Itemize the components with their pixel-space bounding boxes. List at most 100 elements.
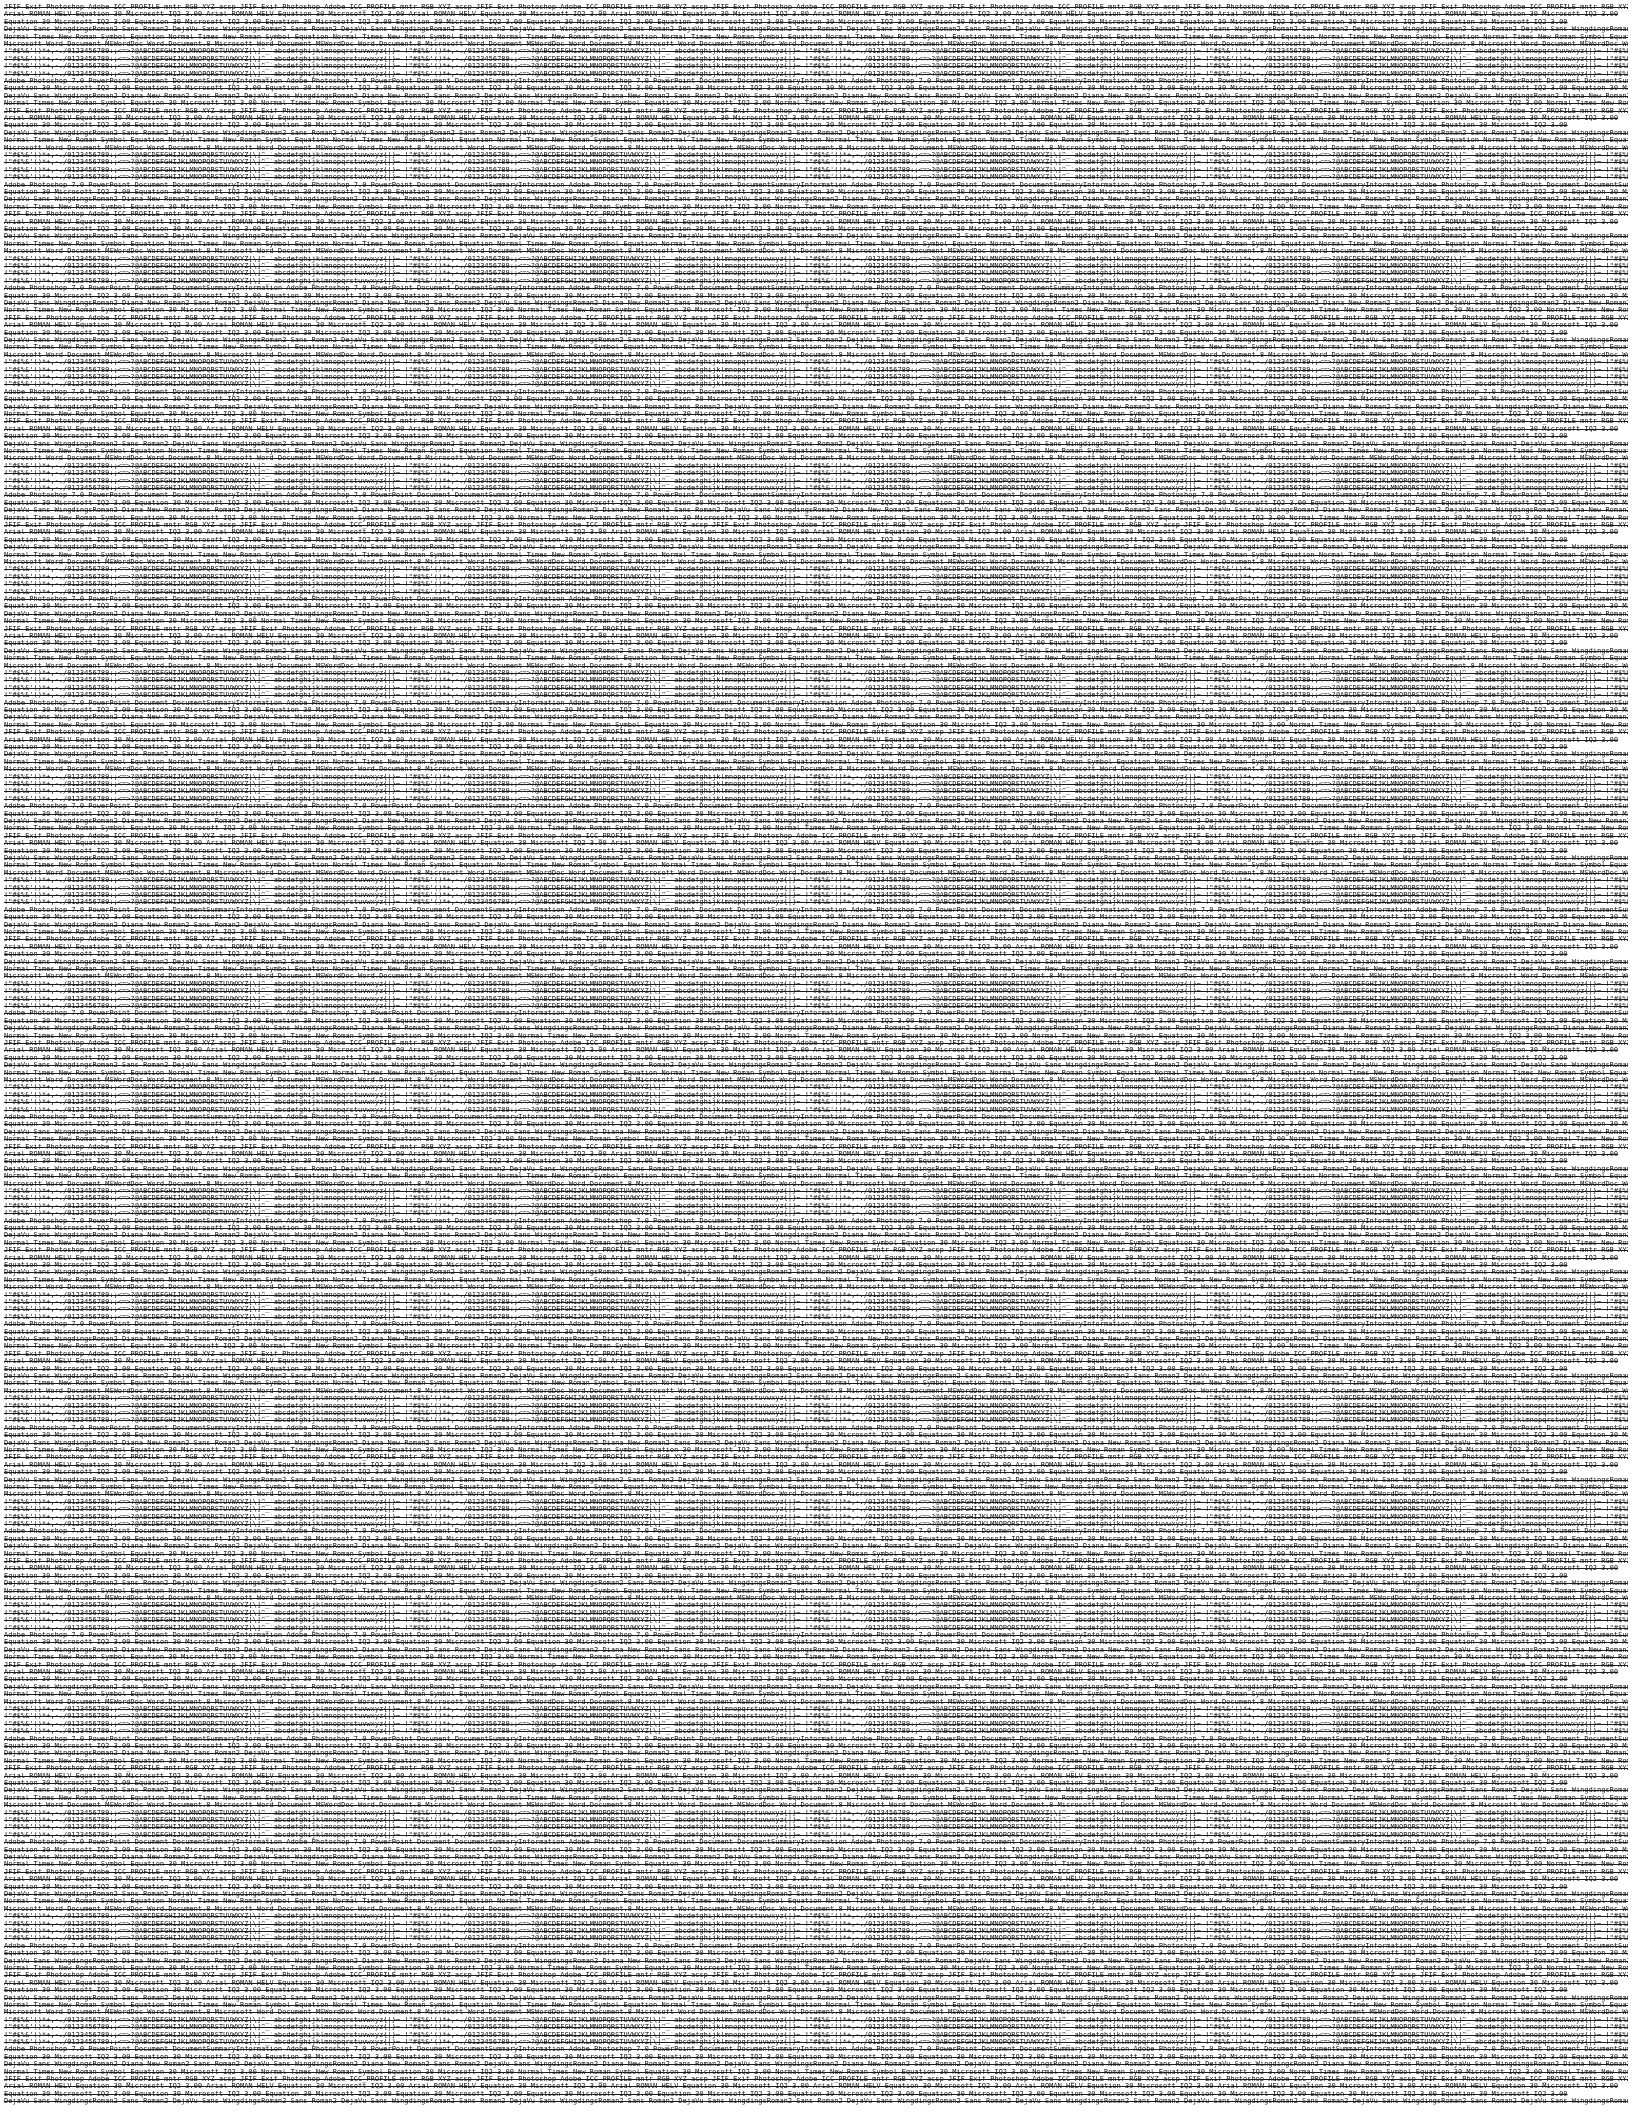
text-line: Equation 30 Microsoft IQ2 3.00 Equation …: [4, 640, 1568, 648]
text-line: !"#$%&'()*+,-./0123456789:;<=>?@ABCDEFGH…: [4, 980, 1628, 988]
text-line: !"#$%&'()*+,-./0123456789:;<=>?@ABCDEFGH…: [4, 277, 1628, 285]
text-line: Arial ROMAN HELV Equation 30 Microsoft I…: [4, 1979, 1619, 1987]
text-line: !"#$%&'()*+,-./0123456789:;<=>?@ABCDEFGH…: [4, 152, 1628, 159]
text-line: !"#$%&'()*+,-./0123456789:;<=>?@ABCDEFGH…: [4, 381, 1628, 389]
text-line: DejaVu Sans WingdingsRoman2 Diana New Ro…: [4, 1750, 1628, 1758]
text-line: !"#$%&'()*+,-./0123456789:;<=>?@ABCDEFGH…: [4, 1210, 1628, 1218]
text-line: DejaVu Sans WingdingsRoman2 Diana New Ro…: [4, 196, 1628, 204]
text-line: !"#$%&'()*+,-./0123456789:;<=>?@ABCDEFGH…: [4, 1521, 1628, 1528]
text-line: !"#$%&'()*+,-./0123456789:;<=>?@ABCDEFGH…: [4, 55, 1628, 63]
text-line: !"#$%&'()*+,-./0123456789:;<=>?@ABCDEFGH…: [4, 374, 1628, 381]
text-line: Equation 30 Microsoft IQ2 3.00 Equation …: [4, 396, 1628, 404]
text-line: !"#$%&'()*+,-./0123456789:;<=>?@ABCDEFGH…: [4, 174, 1628, 182]
text-line: !"#$%&'()*+,-./0123456789:;<=>?@ABCDEFGH…: [4, 1099, 1628, 1107]
text-line: Normal Times New Roman Symbol Equation N…: [4, 1069, 1628, 1077]
text-line: Equation 30 Microsoft IQ2 3.00 Equation …: [4, 1846, 1628, 1854]
text-line: Normal Times New Roman Symbol Equation 3…: [4, 825, 1628, 833]
text-line: Microsoft Word Document MSWordDoc Word.D…: [4, 766, 1628, 774]
text-line: Normal Times New Roman Symbol Equation N…: [4, 240, 1628, 248]
text-line: !"#$%&'()*+,-./0123456789:;<=>?@ABCDEFGH…: [4, 2031, 1628, 2039]
text-line: DejaVu Sans WingdingsRoman2 Sans Roman2 …: [4, 440, 1628, 448]
text-line: Adobe Photoshop 7.0 PowerPoint Document …: [4, 803, 1628, 811]
text-line: Equation 30 Microsoft IQ2 3.00 Equation …: [4, 951, 1568, 959]
text-line: !"#$%&'()*+,-./0123456789:;<=>?@ABCDEFGH…: [4, 1720, 1628, 1728]
text-line: Normal Times New Roman Symbol Equation 3…: [4, 411, 1628, 418]
text-line: Equation 30 Microsoft IQ2 3.00 Equation …: [4, 810, 1628, 818]
text-line: !"#$%&'()*+,-./0123456789:;<=>?@ABCDEFGH…: [4, 1728, 1628, 1736]
text-line: Equation 30 Microsoft IQ2 3.00 Equation …: [4, 433, 1568, 441]
text-line: !"#$%&'()*+,-./0123456789:;<=>?@ABCDEFGH…: [4, 166, 1628, 174]
text-line: DejaVu Sans WingdingsRoman2 Diana New Ro…: [4, 1646, 1628, 1654]
text-line: DejaVu Sans WingdingsRoman2 Sans Roman2 …: [4, 1683, 1628, 1691]
text-line: Normal Times New Roman Symbol Equation N…: [4, 448, 1628, 455]
text-line: Microsoft Word Document MSWordDoc Word.D…: [4, 2009, 1628, 2017]
text-line: !"#$%&'()*+,-./0123456789:;<=>?@ABCDEFGH…: [4, 588, 1628, 596]
text-line: Equation 30 Microsoft IQ2 3.00 Equation …: [4, 1950, 1628, 1958]
text-line: JFIF Exif Photoshop Adobe ICC_PROFILE mn…: [4, 936, 1628, 944]
text-line: !"#$%&'()*+,-./0123456789:;<=>?@ABCDEFGH…: [4, 63, 1628, 71]
text-line: Normal Times New Roman Symbol Equation N…: [4, 551, 1628, 559]
text-line: Normal Times New Roman Symbol Equation 3…: [4, 203, 1628, 211]
text-line: Microsoft Word Document MSWordDoc Word.D…: [4, 455, 1628, 463]
text-line: Arial ROMAN HELV Equation 30 Microsoft I…: [4, 1047, 1619, 1055]
text-line: DejaVu Sans WingdingsRoman2 Diana New Ro…: [4, 1232, 1628, 1240]
text-line: Equation 30 Microsoft IQ2 3.00 Equation …: [4, 1883, 1568, 1891]
text-line: !"#$%&'()*+,-./0123456789:;<=>?@ABCDEFGH…: [4, 270, 1628, 278]
text-line: Adobe Photoshop 7.0 PowerPoint Document …: [4, 1424, 1628, 1432]
text-line: Arial ROMAN HELV Equation 30 Microsoft I…: [4, 633, 1619, 640]
text-line: Arial ROMAN HELV Equation 30 Microsoft I…: [4, 1565, 1619, 1573]
text-line: DejaVu Sans WingdingsRoman2 Sans Roman2 …: [4, 544, 1628, 552]
text-line: DejaVu Sans WingdingsRoman2 Sans Roman2 …: [4, 1891, 1628, 1898]
text-line: DejaVu Sans WingdingsRoman2 Diana New Ro…: [4, 507, 1628, 515]
text-line: !"#$%&'()*+,-./0123456789:;<=>?@ABCDEFGH…: [4, 988, 1628, 996]
text-line: DejaVu Sans WingdingsRoman2 Sans Roman2 …: [4, 233, 1628, 241]
text-line: !"#$%&'()*+,-./0123456789:;<=>?@ABCDEFGH…: [4, 995, 1628, 1003]
text-line: Equation 30 Microsoft IQ2 3.00 Equation …: [4, 1743, 1628, 1750]
text-line: DejaVu Sans WingdingsRoman2 Sans Roman2 …: [4, 337, 1628, 344]
text-line: Arial ROMAN HELV Equation 30 Microsoft I…: [4, 1254, 1619, 1262]
text-line: JFIF Exif Photoshop Adobe ICC_PROFILE mn…: [4, 1558, 1628, 1565]
text-line: Equation 30 Microsoft IQ2 3.00 Equation …: [4, 1054, 1568, 1062]
text-line: Normal Times New Roman Symbol Equation 3…: [4, 1447, 1628, 1454]
text-line: JFIF Exif Photoshop Adobe ICC_PROFILE mn…: [4, 1143, 1628, 1151]
text-line: DejaVu Sans WingdingsRoman2 Sans Roman2 …: [4, 129, 1628, 137]
text-line: JFIF Exif Photoshop Adobe ICC_PROFILE mn…: [4, 2076, 1628, 2083]
text-line: Microsoft Word Document MSWordDoc Word.D…: [4, 1284, 1628, 1292]
text-line: JFIF Exif Photoshop Adobe ICC_PROFILE mn…: [4, 832, 1628, 840]
text-line: JFIF Exif Photoshop Adobe ICC_PROFILE mn…: [4, 418, 1628, 426]
text-line: DejaVu Sans WingdingsRoman2 Diana New Ro…: [4, 1957, 1628, 1965]
text-line: !"#$%&'()*+,-./0123456789:;<=>?@ABCDEFGH…: [4, 1928, 1628, 1935]
text-line: !"#$%&'()*+,-./0123456789:;<=>?@ABCDEFGH…: [4, 1188, 1628, 1195]
text-line: Adobe Photoshop 7.0 PowerPoint Document …: [4, 1010, 1628, 1018]
text-line: !"#$%&'()*+,-./0123456789:;<=>?@ABCDEFGH…: [4, 48, 1628, 56]
text-line: Normal Times New Roman Symbol Equation N…: [4, 862, 1628, 870]
text-line: DejaVu Sans WingdingsRoman2 Diana New Ro…: [4, 1128, 1628, 1136]
text-line: Equation 30 Microsoft IQ2 3.00 Equation …: [4, 744, 1568, 751]
text-line: DejaVu Sans WingdingsRoman2 Diana New Ro…: [4, 1336, 1628, 1343]
text-line: !"#$%&'()*+,-./0123456789:;<=>?@ABCDEFGH…: [4, 788, 1628, 796]
text-line: Normal Times New Roman Symbol Equation N…: [4, 137, 1628, 145]
text-line: DejaVu Sans WingdingsRoman2 Sans Roman2 …: [4, 26, 1628, 34]
text-line: Microsoft Word Document MSWordDoc Word.D…: [4, 1905, 1628, 1913]
text-line: !"#$%&'()*+,-./0123456789:;<=>?@ABCDEFGH…: [4, 1299, 1628, 1306]
text-line: Arial ROMAN HELV Equation 30 Microsoft I…: [4, 115, 1619, 122]
text-line: Arial ROMAN HELV Equation 30 Microsoft I…: [4, 2083, 1619, 2091]
text-line: Adobe Photoshop 7.0 PowerPoint Document …: [4, 78, 1628, 85]
text-line: Equation 30 Microsoft IQ2 3.00 Equation …: [4, 1469, 1568, 1477]
text-line: DejaVu Sans WingdingsRoman2 Sans Roman2 …: [4, 751, 1628, 759]
text-line: Normal Times New Roman Symbol Equation 3…: [4, 1757, 1628, 1765]
text-line: !"#$%&'()*+,-./0123456789:;<=>?@ABCDEFGH…: [4, 1809, 1628, 1817]
text-line: !"#$%&'()*+,-./0123456789:;<=>?@ABCDEFGH…: [4, 892, 1628, 899]
text-line: Adobe Photoshop 7.0 PowerPoint Document …: [4, 1942, 1628, 1950]
text-line: !"#$%&'()*+,-./0123456789:;<=>?@ABCDEFGH…: [4, 677, 1628, 685]
text-line: !"#$%&'()*+,-./0123456789:;<=>?@ABCDEFGH…: [4, 1831, 1628, 1839]
text-line: DejaVu Sans WingdingsRoman2 Sans Roman2 …: [4, 2098, 1628, 2106]
text-line: JFIF Exif Photoshop Adobe ICC_PROFILE mn…: [4, 211, 1628, 219]
text-line: Normal Times New Roman Symbol Equation 3…: [4, 1032, 1628, 1040]
text-line: !"#$%&'()*+,-./0123456789:;<=>?@ABCDEFGH…: [4, 573, 1628, 581]
text-line: JFIF Exif Photoshop Adobe ICC_PROFILE mn…: [4, 1350, 1628, 1358]
text-line: Normal Times New Roman Symbol Equation N…: [4, 33, 1628, 41]
text-line: JFIF Exif Photoshop Adobe ICC_PROFILE mn…: [4, 729, 1628, 737]
text-line: Equation 30 Microsoft IQ2 3.00 Equation …: [4, 1121, 1628, 1129]
text-line: Adobe Photoshop 7.0 PowerPoint Document …: [4, 181, 1628, 189]
